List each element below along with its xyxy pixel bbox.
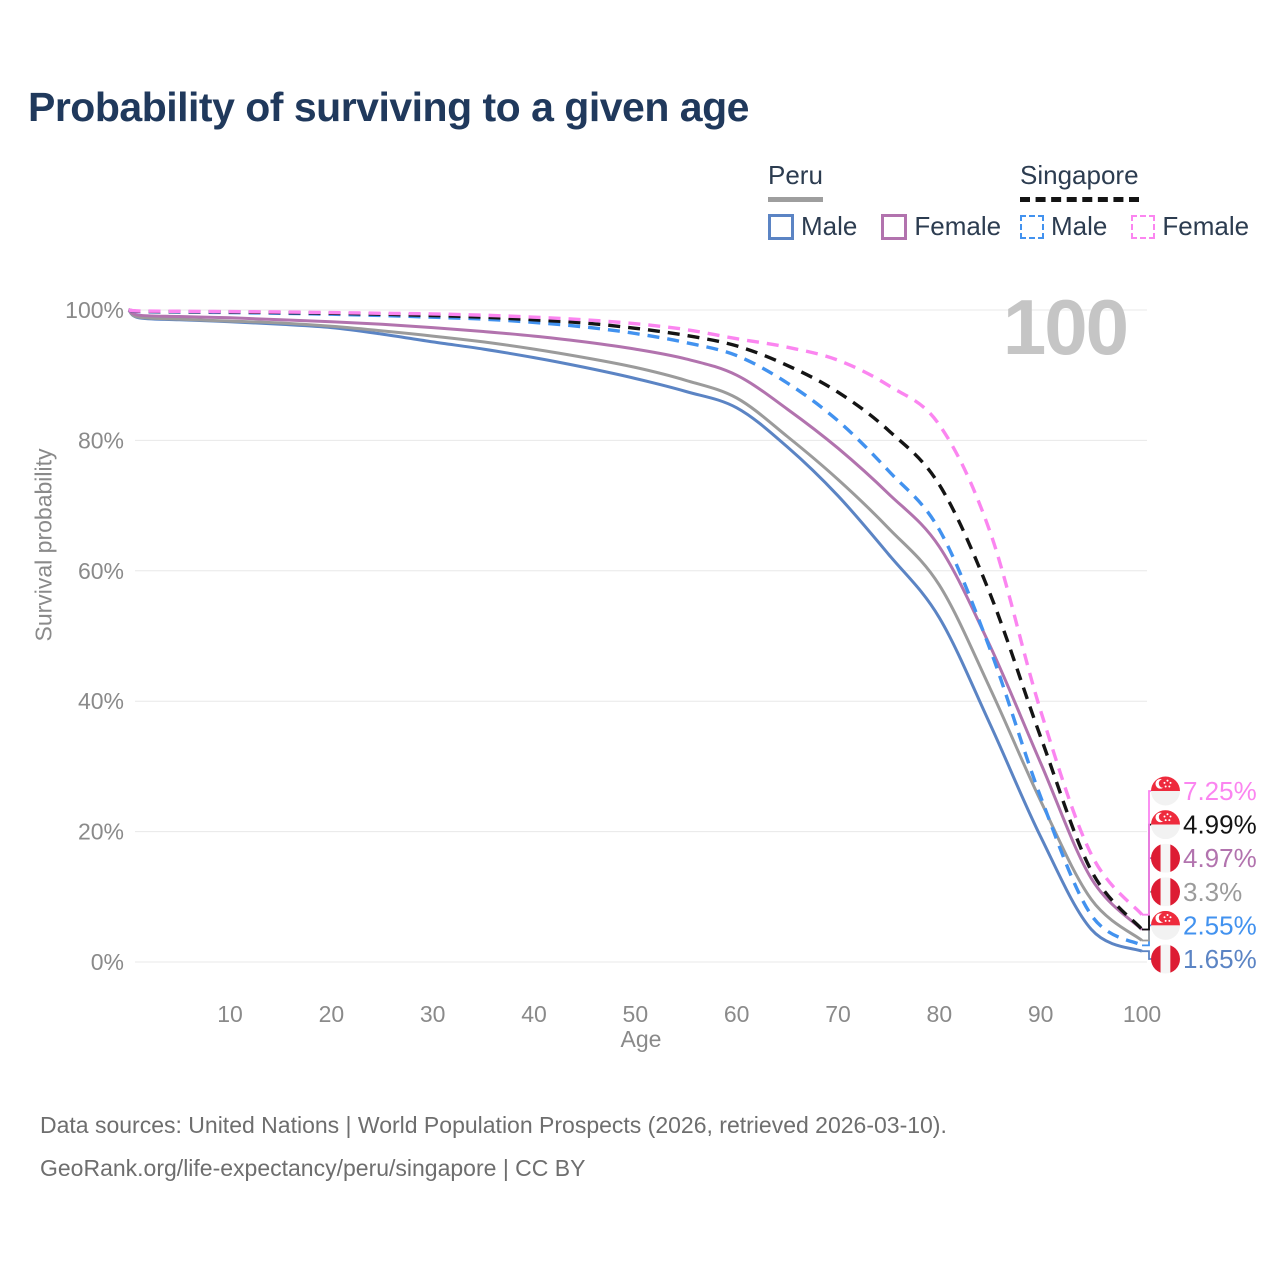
y-tick-label: 100%	[65, 297, 124, 323]
x-tick-label: 20	[319, 1001, 345, 1027]
end-label-leader-line	[1142, 924, 1152, 947]
peru-flag-icon	[1151, 944, 1180, 974]
y-tick-label: 40%	[78, 688, 124, 714]
y-tick-label: 60%	[78, 558, 124, 584]
end-label-leader-line	[1142, 790, 1152, 916]
legend-singapore-label[interactable]: Singapore	[1020, 160, 1139, 202]
series-line-peru-male[interactable]	[127, 308, 1143, 953]
series-line-peru-total[interactable]	[127, 308, 1143, 942]
end-label-leader-line	[1142, 823, 1152, 931]
legend-item-singapore-female[interactable]: Female	[1131, 211, 1249, 242]
peru-flag-icon	[1151, 877, 1180, 907]
series-line-singapore-female[interactable]	[128, 308, 1144, 916]
x-axis-title: Age	[620, 1026, 662, 1052]
legend-group-singapore: Singapore Male Female	[1020, 160, 1249, 242]
series-line-singapore-total[interactable]	[128, 308, 1144, 931]
singapore-female-swatch-icon	[1131, 214, 1156, 239]
x-tick-label: 50	[623, 1001, 649, 1027]
legend-item-label: Male	[1051, 211, 1108, 241]
x-tick-label: 40	[521, 1001, 547, 1027]
footer-data-sources: Data sources: United Nations | World Pop…	[40, 1112, 947, 1138]
x-tick-label: 80	[927, 1001, 953, 1027]
peru-flag-icon	[1151, 843, 1180, 873]
singapore-flag-icon	[1151, 810, 1180, 840]
y-tick-label: 0%	[91, 949, 124, 975]
series-line-peru-female[interactable]	[127, 308, 1144, 931]
page-title: Probability of surviving to a given age	[28, 84, 749, 130]
x-tick-label: 60	[724, 1001, 750, 1027]
end-label-leader-line	[1142, 857, 1152, 931]
x-tick-label: 70	[825, 1001, 851, 1027]
series-line-singapore-male[interactable]	[128, 308, 1143, 947]
x-tick-label: 10	[217, 1001, 243, 1027]
legend-item-peru-female[interactable]: Female	[881, 211, 1001, 242]
singapore-flag-icon	[1151, 776, 1180, 806]
end-label-leader-line	[1142, 950, 1152, 960]
legend-item-label: Female	[914, 211, 1002, 241]
end-value-label-peru-total: 3.3%	[1183, 877, 1242, 907]
end-value-label-peru-male: 1.65%	[1183, 944, 1257, 974]
singapore-flag-icon	[1151, 910, 1180, 940]
peru-male-swatch-icon	[768, 213, 794, 240]
end-value-label-singapore-female: 7.25%	[1183, 776, 1257, 806]
y-tick-label: 20%	[78, 819, 124, 845]
footer: Data sources: United Nations | World Pop…	[40, 1104, 947, 1190]
peru-female-swatch-icon	[881, 213, 908, 240]
end-value-label-singapore-male: 2.55%	[1183, 910, 1257, 940]
x-tick-label: 100	[1123, 1001, 1161, 1027]
legend-group-peru: Peru Male Female	[768, 160, 1001, 242]
end-value-label-singapore-total: 4.99%	[1183, 810, 1257, 840]
y-tick-label: 80%	[78, 427, 124, 453]
end-label-leader-line	[1142, 890, 1152, 942]
legend-item-label: Female	[1162, 211, 1250, 241]
legend-item-peru-male[interactable]: Male	[768, 211, 857, 242]
legend-item-singapore-male[interactable]: Male	[1020, 211, 1107, 242]
singapore-male-swatch-icon	[1020, 214, 1044, 239]
end-value-label-peru-female: 4.97%	[1183, 843, 1257, 873]
legend-peru-label[interactable]: Peru	[768, 160, 823, 202]
age-indicator-watermark: 100	[1002, 283, 1129, 371]
x-tick-label: 90	[1028, 1001, 1054, 1027]
legend-item-label: Male	[801, 211, 858, 241]
footer-attribution-link: GeoRank.org/life-expectancy/peru/singapo…	[40, 1155, 586, 1181]
x-tick-label: 30	[420, 1001, 446, 1027]
